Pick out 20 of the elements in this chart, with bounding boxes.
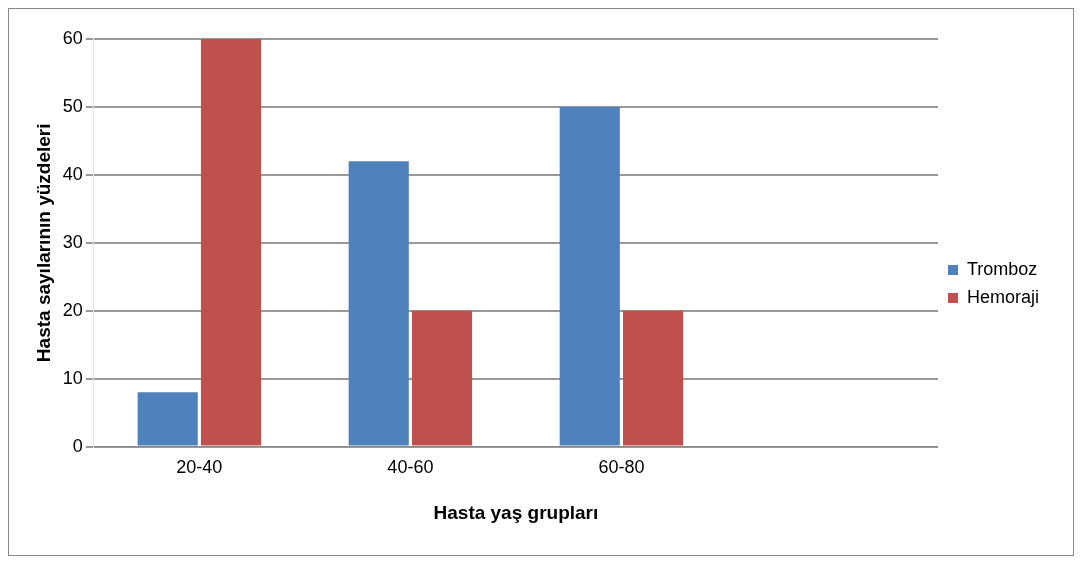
x-tick-label: 60-80 — [598, 457, 645, 478]
bar — [411, 310, 473, 446]
y-tick-label: 40 — [62, 163, 83, 184]
bar — [200, 39, 262, 446]
bar — [137, 392, 198, 446]
y-tick-label: 0 — [72, 435, 83, 456]
bar — [623, 310, 684, 446]
legend-label: Tromboz — [966, 258, 1038, 279]
bar — [559, 106, 620, 446]
bar — [348, 161, 409, 446]
x-tick-label: 20-40 — [176, 457, 223, 478]
y-tick-label: 10 — [62, 367, 83, 388]
x-tick-label: 40-60 — [387, 457, 434, 478]
legend-label: Hemoraji — [966, 286, 1040, 307]
y-tick-label: 50 — [62, 95, 83, 116]
y-tick-label: 60 — [62, 27, 83, 48]
y-tick-label: 30 — [62, 231, 83, 252]
y-axis-title: Hasta sayılarının yüzdeleri — [32, 123, 54, 363]
y-tick-label: 20 — [62, 299, 83, 320]
x-axis-title: Hasta yaş grupları — [433, 501, 599, 523]
